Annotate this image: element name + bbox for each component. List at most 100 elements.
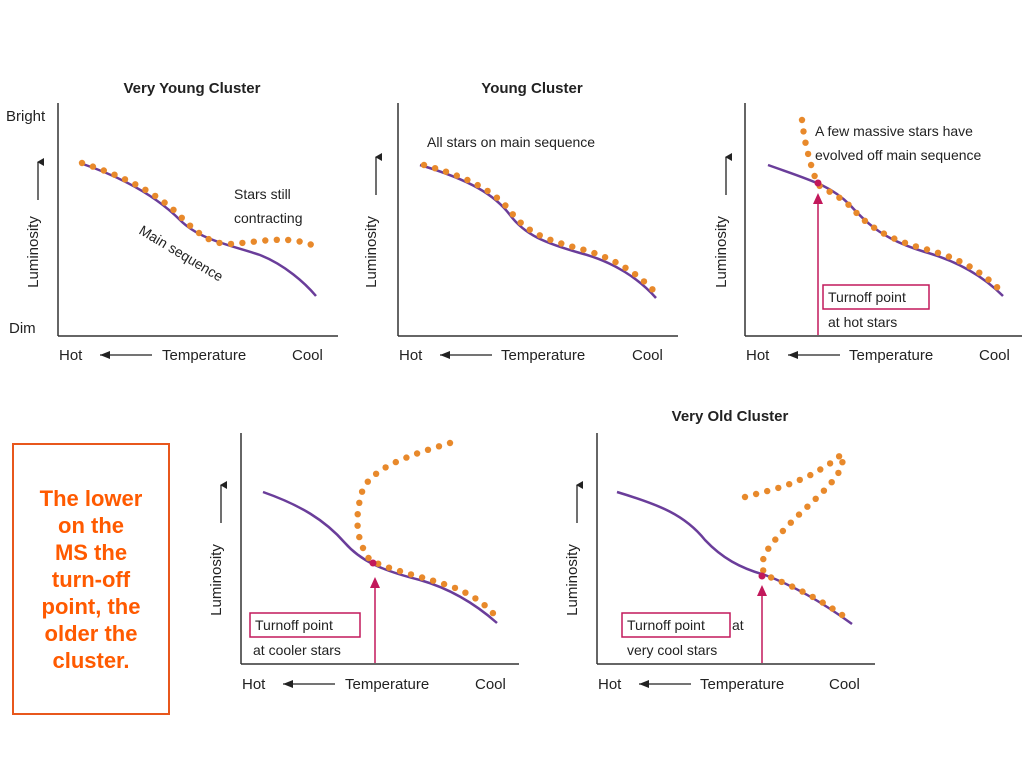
x-center-label: Temperature (345, 676, 429, 693)
main-sequence-line (262, 490, 498, 624)
panel-old: Luminosity Hot Temperature Cool Turnoff … (208, 433, 519, 693)
star-dot (804, 150, 812, 158)
star-dot (765, 545, 772, 552)
star-dot (845, 201, 852, 208)
star-dot (985, 276, 992, 283)
star-dot (481, 602, 488, 609)
star-dot (835, 453, 843, 460)
callout-line: older the (44, 620, 138, 646)
star-dot (580, 246, 587, 253)
star-dot (205, 235, 212, 243)
panel-title: Very Old Cluster (672, 408, 789, 425)
turnoff-box-label: Turnoff point (255, 617, 333, 633)
star-dot (446, 439, 454, 447)
star-dot (838, 611, 846, 619)
x-arrow-head (100, 351, 110, 359)
x-right-label: Cool (292, 347, 323, 364)
main-sequence-line (616, 490, 853, 626)
y-axis-label: Luminosity (25, 216, 42, 288)
callout-line: on the (58, 512, 124, 538)
star-dot (934, 249, 942, 256)
x-right-label: Cool (632, 347, 663, 364)
star-dot (509, 211, 516, 218)
panel-title: Young Cluster (481, 80, 583, 97)
star-dot (372, 470, 380, 477)
y-axis-label: Luminosity (208, 544, 225, 616)
star-dot (807, 161, 815, 169)
star-dot (356, 533, 363, 541)
star-dot (945, 253, 953, 260)
star-dots (798, 116, 1001, 291)
x-arrow-head (788, 351, 798, 359)
star-dot (807, 471, 814, 479)
star-dot (227, 240, 235, 248)
main-sequence-line (767, 163, 1004, 297)
callout-box: The lower on the MS the turn-off point, … (12, 443, 170, 715)
y-axis-label: Luminosity (564, 544, 581, 616)
star-dot (536, 232, 543, 239)
annotation-line: contracting (234, 210, 302, 226)
star-dot (392, 458, 399, 466)
star-dot (517, 219, 524, 226)
annotation-line: Stars still (234, 186, 291, 202)
turnoff-arrow-head (757, 585, 767, 596)
star-dot (786, 481, 793, 488)
turnoff-box (621, 612, 731, 638)
turnoff-box (822, 284, 930, 310)
star-dot (799, 588, 806, 595)
turnoff-box-tail: at (732, 617, 744, 633)
star-dot (631, 271, 639, 278)
star-dot (407, 571, 415, 578)
star-dot (800, 128, 807, 135)
star-dot (764, 487, 771, 495)
x-right-label: Cool (979, 347, 1010, 364)
star-dot (493, 194, 501, 201)
star-dot (435, 443, 443, 450)
panel-older: Luminosity Hot Temperature Cool A few ma… (713, 103, 1022, 364)
star-dot (424, 446, 432, 453)
star-dot (396, 567, 404, 575)
star-dot (161, 199, 168, 206)
star-dot (798, 116, 806, 124)
star-dot (464, 176, 471, 184)
annotation-line: All stars on main sequence (427, 134, 595, 150)
callout-text: The lower on the MS the turn-off point, … (16, 485, 166, 674)
star-dot (622, 264, 629, 271)
star-dot (767, 574, 775, 581)
star-dot (440, 580, 448, 588)
star-dot (976, 269, 983, 276)
star-dot (826, 460, 834, 467)
x-left-label: Hot (598, 676, 622, 693)
star-dot (262, 237, 269, 244)
panel-very-old: Very Old Cluster Luminosity Hot Temperat… (564, 408, 875, 693)
star-dot (354, 511, 361, 518)
star-dot (547, 236, 554, 243)
star-dots (420, 161, 656, 293)
star-dot (250, 238, 257, 245)
x-center-label: Temperature (162, 347, 246, 364)
star-dot (923, 246, 931, 253)
star-dot (752, 490, 760, 498)
star-dot (418, 574, 426, 581)
star-dot (779, 527, 787, 535)
star-dot (778, 578, 785, 586)
x-arrow-head (639, 680, 649, 688)
turnoff-sub-label: at cooler stars (253, 642, 341, 658)
star-dot (365, 554, 372, 562)
star-dot (901, 239, 909, 246)
star-dot (413, 450, 421, 457)
star-dot (612, 258, 619, 266)
star-dot (966, 263, 973, 270)
star-dot (358, 488, 366, 495)
x-left-label: Hot (399, 347, 423, 364)
star-dot (502, 202, 509, 209)
star-dot (828, 479, 835, 486)
star-dot (285, 236, 292, 244)
star-dot (820, 487, 828, 494)
star-dot (804, 503, 811, 510)
star-dot (591, 249, 598, 257)
star-dot (880, 230, 888, 237)
star-dot (474, 181, 481, 189)
star-dot (273, 236, 280, 243)
star-dots (741, 453, 846, 619)
